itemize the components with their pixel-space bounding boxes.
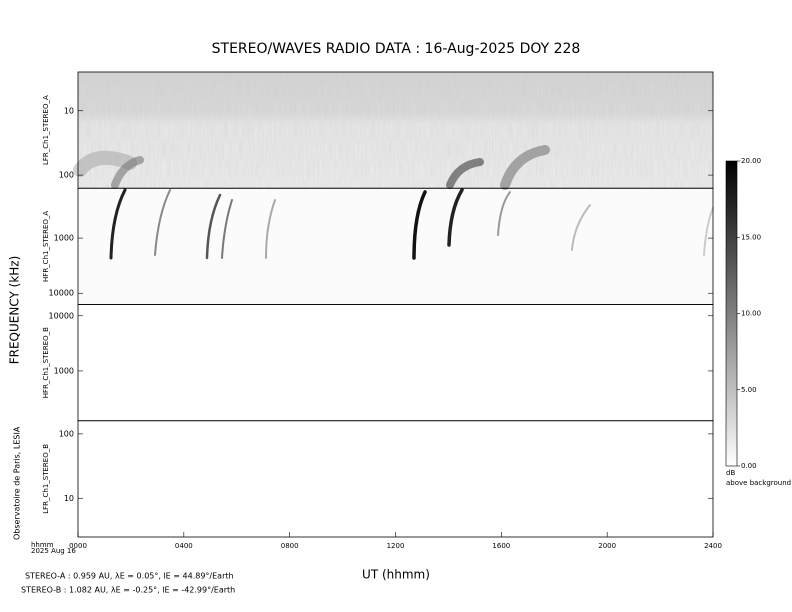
colorbar-tick-label: 5.00 xyxy=(741,386,757,394)
burst-feature xyxy=(205,193,222,260)
x-tick-label: 0000 xyxy=(69,542,87,550)
footnote: STEREO-B : 1.082 AU, λE = -0.25°, lE = -… xyxy=(21,586,235,595)
date-label: 2025 Aug 16 xyxy=(31,547,76,555)
burst-feature xyxy=(447,188,464,247)
burst-feature xyxy=(73,150,137,177)
panel-name: HFR_Ch1_STEREO_A xyxy=(42,211,50,282)
colorbar-tick-label: 20.00 xyxy=(741,157,761,165)
burst-feature xyxy=(446,158,484,189)
panel-background xyxy=(78,188,713,304)
burst-feature xyxy=(703,207,714,256)
x-tick-label: 1600 xyxy=(492,542,510,550)
y-tick-label: 1000 xyxy=(54,234,74,243)
burst-feature xyxy=(221,199,233,259)
x-tick-label: 2000 xyxy=(598,542,616,550)
panel-texture xyxy=(78,72,713,188)
y-tick-label: 10 xyxy=(64,106,74,115)
burst-feature xyxy=(412,190,427,260)
chart-title: STEREO/WAVES RADIO DATA : 16-Aug-2025 DO… xyxy=(212,41,581,57)
panel-frame xyxy=(77,420,714,538)
colorbar xyxy=(725,160,738,467)
panel-name: LFR_Ch1_STEREO_B xyxy=(42,444,50,514)
panel-name: LFR_Ch1_STEREO_A xyxy=(42,95,50,165)
burst-feature xyxy=(265,199,276,259)
panel-name: HFR_Ch1_STEREO_B xyxy=(42,327,50,398)
burst-feature xyxy=(571,204,591,251)
x-tick-label: 1200 xyxy=(387,542,405,550)
burst-feature xyxy=(154,189,171,256)
burst-features xyxy=(73,145,714,260)
credit: Observatoire de Paris, LESIA xyxy=(13,426,22,540)
colorbar-tick-label: 15.00 xyxy=(741,233,761,241)
y-tick-label: 10000 xyxy=(49,311,74,320)
y-tick-label: 10 xyxy=(64,494,74,503)
colorbar-label: above background xyxy=(726,479,791,487)
colorbar-tick-label: 10.00 xyxy=(741,310,761,318)
x-tick-label: 2400 xyxy=(704,542,722,550)
colorbar-unit: dB xyxy=(726,469,735,477)
time-label: hhmm xyxy=(31,541,54,549)
burst-feature xyxy=(109,188,127,260)
y-tick-label: 1000 xyxy=(54,366,74,375)
panel-frame xyxy=(77,304,714,422)
footnote: STEREO-A : 0.959 AU, λE = 0.05°, lE = 44… xyxy=(25,572,234,581)
y-tick-label: 10000 xyxy=(49,289,74,298)
y-tick-label: 100 xyxy=(59,429,74,438)
x-tick-label: 0800 xyxy=(281,542,299,550)
y-axis-label: FREQUENCY (kHz) xyxy=(8,256,22,365)
y-tick-label: 100 xyxy=(59,171,74,180)
burst-feature xyxy=(500,145,550,190)
x-axis-label: UT (hhmm) xyxy=(362,568,430,582)
burst-feature xyxy=(497,191,511,236)
x-tick-label: 0400 xyxy=(175,542,193,550)
burst-feature xyxy=(111,156,144,189)
colorbar-tick-label: 0.00 xyxy=(741,462,757,470)
